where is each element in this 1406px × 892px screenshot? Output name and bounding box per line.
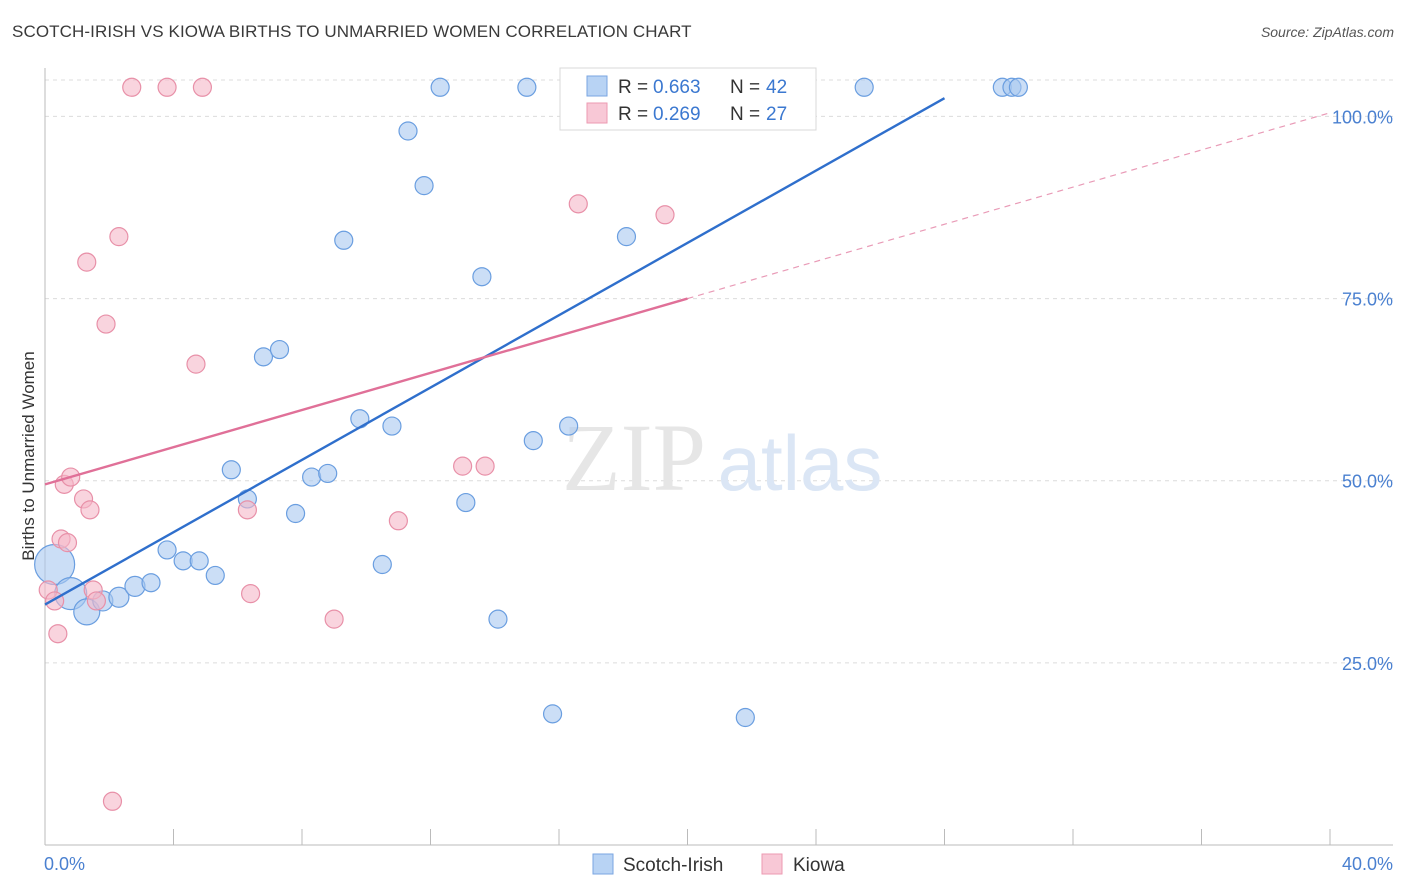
kiowa-point [388,511,408,531]
watermark-atlas: atlas [718,419,883,507]
kiowa-point [77,252,97,272]
y-tick-label: 75.0% [1342,290,1393,310]
scotch-irish-point [221,460,241,480]
y-tick-label: 100.0% [1332,107,1393,127]
scotch-irish-point [517,77,537,97]
scotch-irish-point [488,609,508,629]
kiowa-point [237,500,257,520]
y-axis-title: Births to Unmarried Women [19,351,38,560]
kiowa-point [655,205,675,225]
kiowa-point [568,194,588,214]
series-legend-swatch-scotch-irish [592,853,614,875]
scotch-irish-point [616,227,637,247]
legend-swatch-scotch-irish [586,75,608,97]
series-legend: Scotch-Irish Kiowa [592,853,845,876]
scotch-irish-point [372,554,392,575]
x-tick-label-max: 40.0% [1342,854,1393,874]
axes [44,68,1393,846]
kiowa-point [241,584,261,604]
scotch-irish-point [157,540,177,560]
kiowa-point [186,354,206,374]
kiowa-point [86,591,107,611]
kiowa-point [109,227,129,247]
watermark: ZIP atlas [562,404,882,511]
kiowa-point [57,533,78,553]
kiowa-trend-line [44,297,688,486]
legend-n-value-1: 27 [766,104,787,125]
kiowa-point [324,609,344,629]
scotch-irish-point [523,431,543,451]
scotch-irish-point [205,565,225,586]
scotch-irish-point [302,467,322,487]
scotch-irish-point [189,551,209,571]
y-tick-label: 25.0% [1342,654,1393,674]
kiowa-point [475,456,495,476]
scotch-irish-point [124,575,146,597]
scotch-irish-point [414,176,434,196]
scotch-irish-point [318,463,338,484]
legend-r-label-0: R = [618,77,648,98]
kiowa-point [122,77,142,97]
y-tick-label: 50.0% [1342,472,1393,492]
scotch-irish-point [382,416,402,436]
scotch-irish-point [334,230,354,250]
scotch-irish-point [472,267,492,287]
legend-n-label-0: N = [730,77,760,98]
series-legend-label-scotch-irish: Scotch-Irish [623,855,723,876]
scotch-irish-point [456,492,476,513]
legend-r-label-1: R = [618,104,648,125]
legend-n-value-0: 42 [766,77,787,98]
legend-r-value-0: 0.663 [653,77,701,98]
scotch-irish-point [735,707,755,728]
legend-n-label-1: N = [730,104,760,125]
kiowa-point [453,456,473,476]
scotch-irish-point [430,77,450,97]
scotch-irish-point [1008,77,1028,97]
chart-title: SCOTCH-IRISH VS KIOWA BIRTHS TO UNMARRIE… [12,22,692,41]
legend-swatch-kiowa [586,102,608,124]
y-tick-labels: 25.0% 50.0% 75.0% 100.0% [1332,107,1393,673]
trend-lines [44,97,1331,606]
scotch-irish-point [854,77,874,97]
scotch-irish-point [253,347,274,367]
kiowa-point [102,791,123,811]
series-legend-swatch-kiowa [761,853,783,875]
kiowa-trend-extension [687,112,1331,300]
kiowa-point [80,500,100,520]
scotch-irish-point [141,573,161,593]
watermark-zip: ZIP [562,404,706,511]
series-legend-label-kiowa: Kiowa [793,855,845,876]
scotch-irish-point [173,551,193,571]
scotch-irish-trend-line [44,97,946,606]
kiowa-point [192,77,213,97]
scotch-irish-point [108,586,130,608]
scotch-irish-point [559,416,579,436]
scotch-irish-point [542,704,563,724]
kiowa-point [157,77,177,97]
scotch-irish-point [269,339,290,360]
stats-legend: R = 0.663 N = 42 R = 0.269 N = 27 [559,67,817,131]
kiowa-point [96,314,116,334]
legend-r-value-1: 0.269 [653,104,701,125]
grid-lines [45,79,1393,664]
scotch-irish-point [285,503,306,524]
kiowa-point [48,624,68,644]
source-label: Source: ZipAtlas.com [1260,24,1394,40]
scotch-irish-point [398,121,418,141]
x-tick-label-min: 0.0% [44,854,85,874]
